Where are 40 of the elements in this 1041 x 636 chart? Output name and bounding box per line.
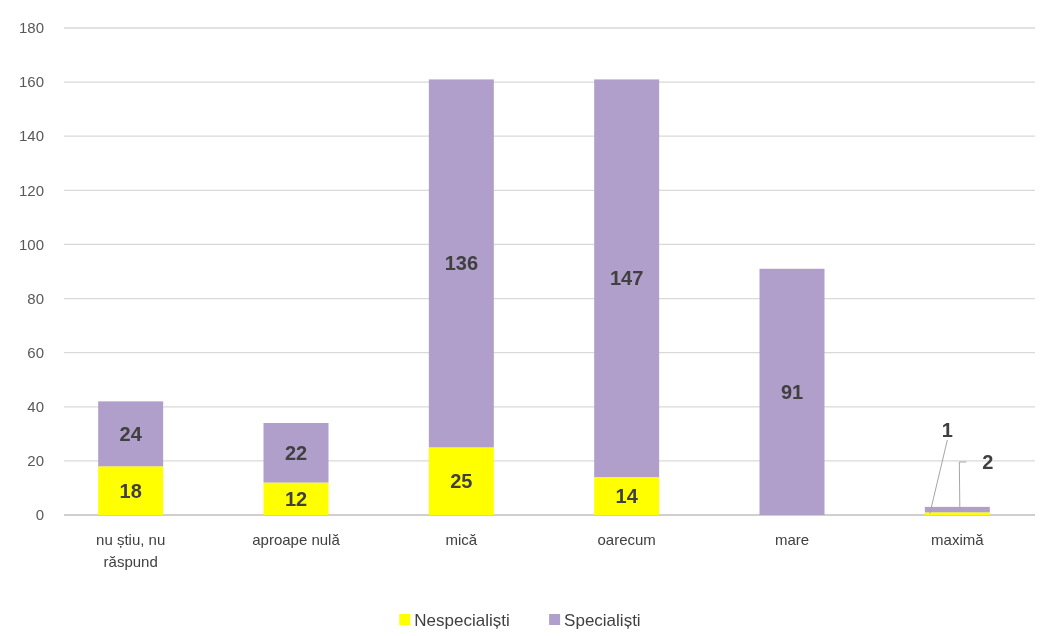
bar (98, 466, 164, 515)
y-tick-label: 40 (27, 398, 44, 416)
bar (594, 79, 660, 478)
x-tick-label: aproape nulă (252, 531, 341, 548)
y-tick-label: 140 (18, 127, 44, 145)
data-label: 12 (284, 487, 308, 510)
y-tick-label: 20 (27, 452, 44, 470)
data-label: 2 (982, 451, 994, 473)
data-label: 25 (450, 470, 473, 493)
bar (98, 401, 164, 467)
x-tick-label: nu știu, nu răspund (96, 531, 166, 570)
bar (594, 477, 660, 515)
data-label: 147 (609, 267, 644, 290)
y-tick-label: 100 (18, 235, 44, 253)
data-label: 136 (444, 252, 479, 275)
y-tick-label: 120 (18, 181, 44, 199)
data-label: 18 (119, 479, 142, 502)
y-tick-label: 60 (27, 343, 44, 361)
x-tick-label: mică (445, 531, 478, 548)
y-tick-label: 0 (35, 506, 44, 524)
x-tick-label: oarecum (597, 531, 656, 548)
data-label: 24 (119, 422, 143, 445)
y-tick-label: 160 (18, 73, 44, 91)
x-tick-label: maximă (931, 531, 985, 548)
data-label: 91 (780, 380, 804, 403)
bar (924, 512, 990, 515)
bar (428, 447, 494, 515)
bar (263, 423, 329, 483)
y-tick-label: 180 (18, 19, 44, 37)
x-tick-label: mare (774, 531, 810, 548)
bar (759, 268, 825, 515)
y-tick-label: 80 (27, 289, 44, 307)
data-label: 22 (284, 441, 308, 464)
legend-label: Specialiști (564, 610, 641, 630)
data-label: 14 (615, 485, 639, 508)
data-label: 1 (941, 419, 953, 441)
bar (924, 506, 990, 513)
bar (263, 482, 329, 515)
legend-label: Nespecialiști (414, 610, 510, 630)
bar (428, 79, 494, 448)
